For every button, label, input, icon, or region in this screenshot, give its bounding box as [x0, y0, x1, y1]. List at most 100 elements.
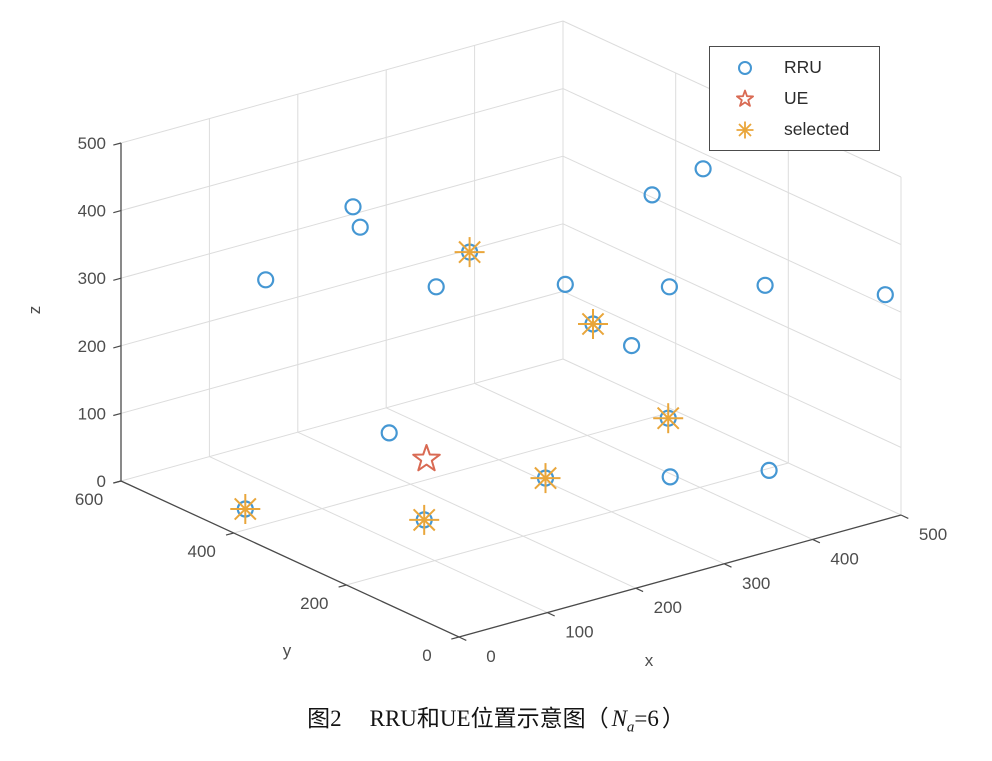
- y-axis-line: [120, 480, 460, 638]
- grid-line-floor-x: [297, 431, 637, 589]
- selected-asterisk-glyph: [738, 122, 752, 137]
- caption-param-subscript: a: [626, 719, 635, 736]
- x-tick-label: 500: [919, 525, 947, 544]
- grid-line-floor-x: [209, 456, 548, 614]
- legend-label-selected: selected: [784, 119, 850, 139]
- grid-line-wall-y-z: [120, 20, 564, 144]
- selected-asterisk-icon: [736, 121, 754, 138]
- legend-item-ue: UE: [710, 86, 879, 112]
- rru-marker: [622, 337, 641, 355]
- selected-marker: [653, 403, 684, 434]
- selected-marker-asterisk-arm: [458, 240, 481, 264]
- legend-item-selected: selected: [710, 117, 879, 143]
- legend-label-rru: RRU: [784, 57, 822, 77]
- grid-line-wall-y-z: [120, 290, 564, 414]
- rru-marker-circle: [876, 286, 894, 304]
- z-tick-label: 0: [97, 472, 106, 491]
- rru-marker: [694, 160, 712, 178]
- grid-line-wall-y-z: [120, 88, 564, 212]
- selected-marker: [578, 309, 608, 339]
- z-tick-label: 500: [78, 134, 106, 153]
- ue-star-glyph: [736, 89, 754, 107]
- grid-line-wall-x-z: [562, 223, 902, 381]
- grid-line-wall-x-z: [562, 88, 902, 246]
- x-tick: [635, 587, 644, 593]
- grid-line-floor-x: [562, 358, 902, 516]
- rru-marker-circle: [756, 276, 774, 294]
- grid-line-floor-x: [385, 407, 725, 565]
- x-tick: [547, 612, 555, 617]
- y-axis-label: y: [283, 641, 292, 660]
- y-tick: [225, 532, 234, 536]
- rru-marker-circle: [694, 160, 712, 178]
- z-tick-label: 400: [78, 202, 106, 221]
- rru-marker: [660, 278, 679, 296]
- rru-marker: [876, 286, 894, 304]
- x-tick: [900, 514, 909, 519]
- grid-line-wall-y-z: [120, 155, 564, 279]
- selected-marker-asterisk-arm: [412, 508, 436, 532]
- rru-marker-circle: [257, 271, 275, 289]
- rru-circle-icon: [738, 60, 752, 75]
- rru-marker: [760, 461, 778, 479]
- z-tick-label: 100: [78, 404, 106, 423]
- grid-line-floor-x: [474, 382, 813, 540]
- rru-marker-circle: [351, 218, 369, 236]
- figure-caption: 图2 RRU和UE位置示意图（ Na=6）: [0, 699, 992, 737]
- z-tick: [113, 345, 122, 349]
- rru-marker: [556, 275, 574, 293]
- rru-marker-circle: [344, 198, 362, 216]
- caption-figure-number: 图2: [307, 706, 342, 731]
- caption-paren-open: （: [585, 706, 609, 731]
- rru-marker-circle: [427, 278, 445, 296]
- z-tick: [113, 480, 122, 484]
- y-tick-label: 200: [300, 594, 328, 613]
- z-axis-label: z: [25, 306, 44, 315]
- caption-paren-close: ）: [661, 706, 685, 731]
- y-tick-label: 0: [422, 646, 431, 665]
- z-tick-label: 300: [78, 269, 106, 288]
- rru-circle-glyph: [738, 60, 752, 75]
- rru-marker-circle: [622, 337, 641, 355]
- rru-marker-circle: [660, 278, 679, 296]
- selected-marker-asterisk-arm: [534, 466, 557, 490]
- caption-title: RRU和UE位置示意图: [369, 706, 586, 731]
- grid-line-floor-y: [346, 462, 789, 586]
- rru-marker: [344, 198, 362, 216]
- x-tick: [458, 636, 467, 641]
- legend-label-ue: UE: [784, 88, 809, 108]
- x-tick-label: 100: [565, 623, 593, 642]
- y-tick: [338, 584, 347, 588]
- x-axis-line: [458, 514, 902, 638]
- y-tick-label: 600: [75, 490, 103, 509]
- ue-marker: [412, 444, 441, 472]
- x-tick-label: 400: [830, 549, 858, 568]
- grid-line-floor-y: [233, 410, 676, 534]
- scatter3d-plot: 0100200300400500020040060001002003004005…: [25, 20, 947, 670]
- grid-line-wall-x-z: [562, 155, 902, 313]
- y-tick: [451, 636, 460, 640]
- x-tick-label: 200: [654, 598, 682, 617]
- rru-marker: [756, 276, 774, 294]
- z-tick: [113, 412, 122, 417]
- rru-marker: [661, 468, 679, 486]
- grid-line-floor-y: [120, 358, 564, 482]
- ue-star-icon: [736, 89, 754, 107]
- x-tick: [723, 563, 732, 568]
- grid-line-wall-y-z: [120, 223, 564, 347]
- caption-param-symbol: N: [611, 706, 627, 731]
- z-tick: [113, 210, 122, 214]
- rru-marker: [380, 424, 398, 442]
- rru-marker-circle: [661, 468, 679, 486]
- legend-item-rru: RRU: [710, 55, 879, 81]
- selected-marker-asterisk-arm: [581, 312, 605, 336]
- rru-marker: [643, 186, 661, 204]
- rru-marker-circle: [556, 275, 574, 293]
- rru-marker: [257, 271, 275, 289]
- selected-marker-asterisk-arm: [233, 497, 257, 521]
- selected-marker: [454, 237, 485, 268]
- x-tick-label: 0: [486, 647, 495, 666]
- rru-marker: [427, 278, 445, 296]
- z-tick: [113, 277, 122, 281]
- rru-marker-circle: [760, 461, 778, 479]
